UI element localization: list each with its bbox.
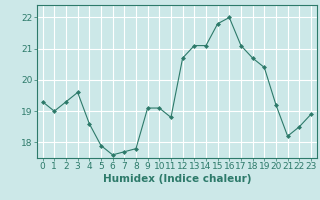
X-axis label: Humidex (Indice chaleur): Humidex (Indice chaleur): [102, 174, 251, 184]
